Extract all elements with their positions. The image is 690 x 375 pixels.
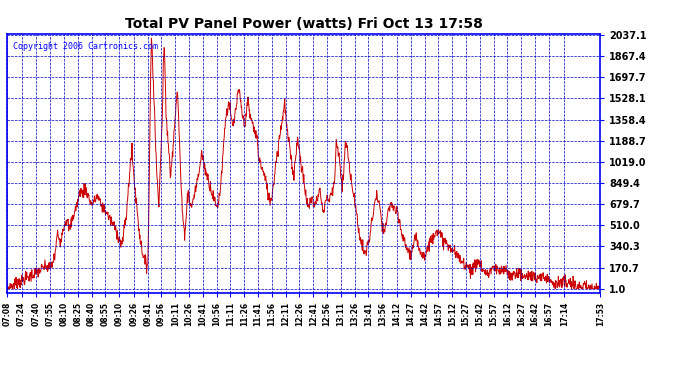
Title: Total PV Panel Power (watts) Fri Oct 13 17:58: Total PV Panel Power (watts) Fri Oct 13 … [125, 17, 482, 31]
Text: Copyright 2006 Cartronics.com: Copyright 2006 Cartronics.com [13, 42, 158, 51]
